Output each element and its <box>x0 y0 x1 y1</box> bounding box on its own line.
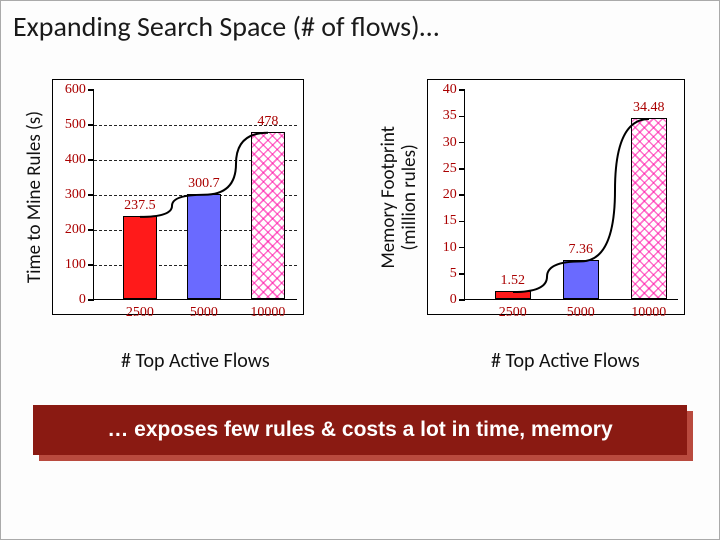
plot-area: 05101520253035401.5225007.36500034.48100… <box>464 90 678 300</box>
right-chart-xaxis-title: # Top Active Flows <box>491 349 640 373</box>
banner-text: … exposes few rules & costs a lot in tim… <box>107 418 612 442</box>
ytick-label: 300 <box>65 187 86 203</box>
left-chart-plot: 0100200300400500600237.52500300.75000478… <box>52 79 304 315</box>
ytick-label: 100 <box>65 257 86 273</box>
xtick-label: 10000 <box>250 305 285 321</box>
ytick-label: 25 <box>443 161 457 177</box>
ytick-label: 600 <box>65 82 86 98</box>
xtick-label: 5000 <box>567 305 595 321</box>
right-chart: Memory Footprint(million rules) 05101520… <box>379 79 685 315</box>
left-chart-ylabel: Time to Mine Rules (s) <box>25 111 46 283</box>
ytick-label: 200 <box>65 222 86 238</box>
left-chart: Time to Mine Rules (s) 01002003004005006… <box>25 79 304 315</box>
ytick-label: 500 <box>65 117 86 133</box>
trend-line <box>94 90 298 300</box>
ytick-label: 5 <box>450 266 457 282</box>
ytick-label: 400 <box>65 152 86 168</box>
left-chart-xaxis-title: # Top Active Flows <box>121 349 270 373</box>
ytick-label: 20 <box>443 187 457 203</box>
page-title: Expanding Search Space (# of flows)… <box>13 9 439 44</box>
ytick-label: 30 <box>443 135 457 151</box>
right-chart-ylabel: Memory Footprint(million rules) <box>379 126 421 269</box>
ytick-label: 0 <box>450 292 457 308</box>
slide: Expanding Search Space (# of flows)… Tim… <box>0 0 720 540</box>
right-chart-plot: 05101520253035401.5225007.36500034.48100… <box>427 79 685 315</box>
trend-line <box>465 90 679 300</box>
xtick-label: 2500 <box>126 305 154 321</box>
conclusion-banner: … exposes few rules & costs a lot in tim… <box>33 405 687 455</box>
banner: … exposes few rules & costs a lot in tim… <box>33 405 687 455</box>
ytick-label: 15 <box>443 213 457 229</box>
xtick-label: 10000 <box>631 305 666 321</box>
ytick-label: 10 <box>443 240 457 256</box>
plot-area: 0100200300400500600237.52500300.75000478… <box>93 90 297 300</box>
ytick-label: 35 <box>443 108 457 124</box>
xtick-label: 2500 <box>499 305 527 321</box>
ytick-label: 40 <box>443 82 457 98</box>
xtick-label: 5000 <box>190 305 218 321</box>
ytick-label: 0 <box>79 292 86 308</box>
